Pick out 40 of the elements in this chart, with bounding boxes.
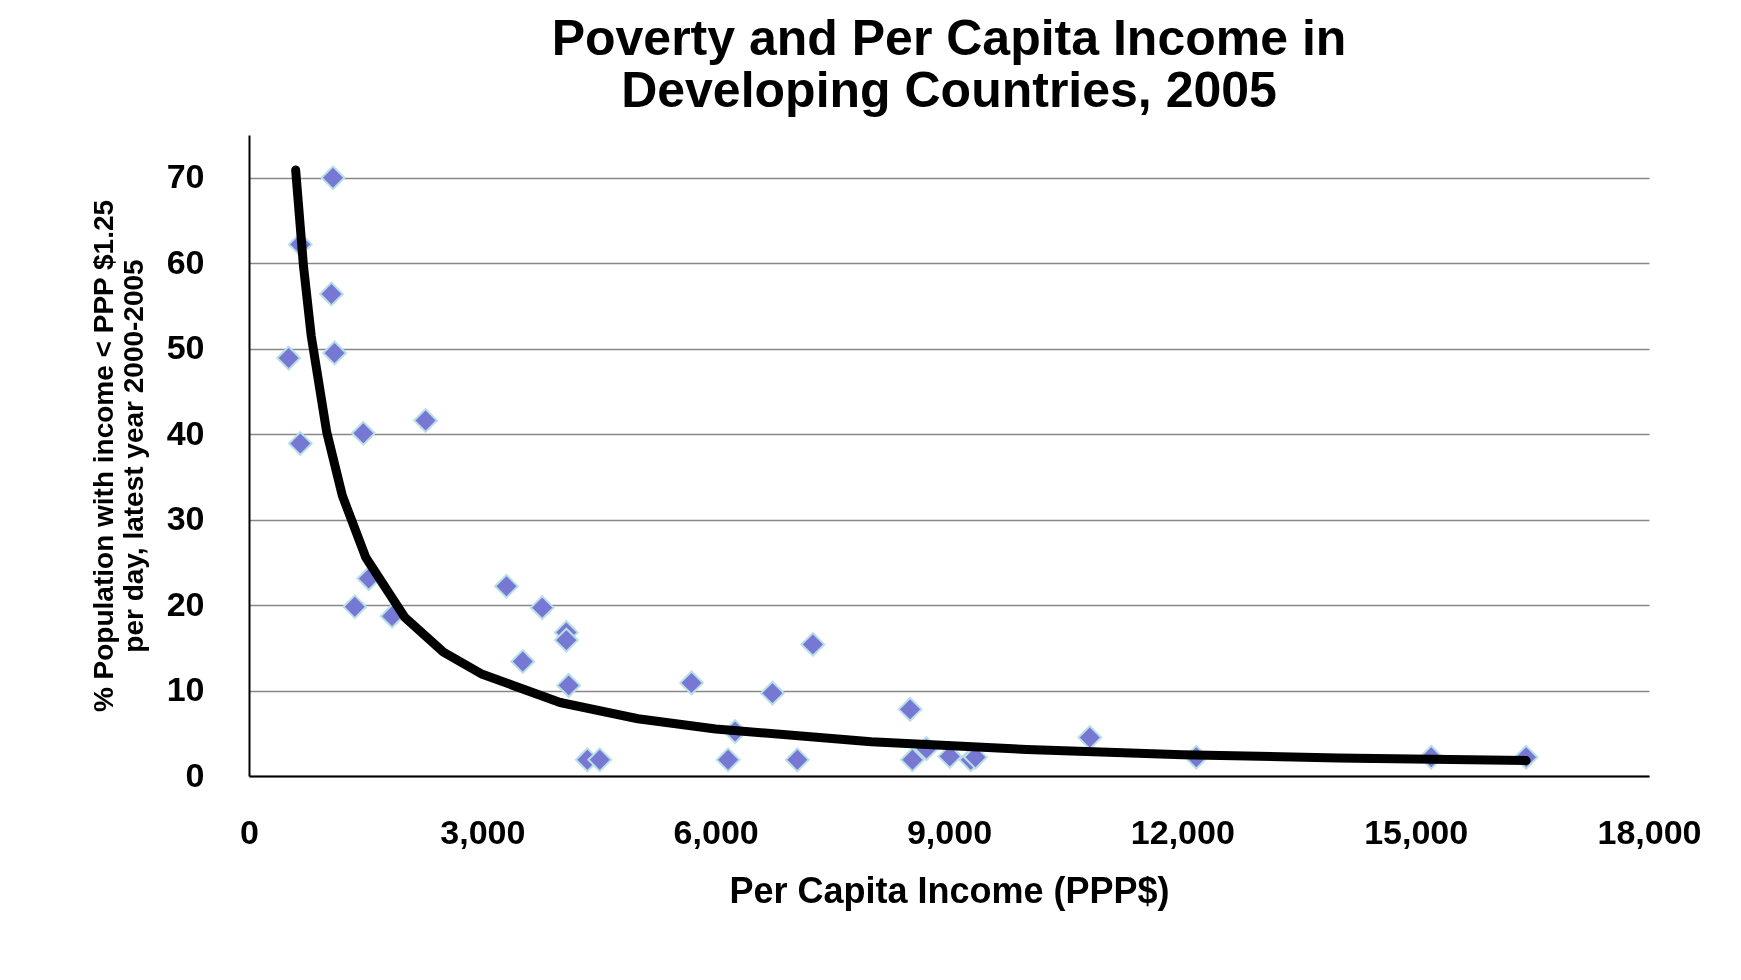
y-tick-label: 60: [166, 242, 205, 281]
point: [494, 573, 519, 599]
point: [784, 747, 810, 773]
x-tick-label: 15,000: [1364, 812, 1469, 851]
point: [553, 627, 579, 653]
point: [322, 340, 347, 366]
text: Poverty and Per Capita Income in: [551, 10, 1347, 66]
point: [679, 670, 704, 696]
point: [715, 747, 741, 773]
point: [276, 345, 302, 371]
point: [350, 420, 376, 446]
point: [900, 747, 925, 773]
y-tick-label: 20: [166, 584, 205, 623]
x-tick-label: 6,000: [673, 812, 759, 851]
y-tick-label: 70: [166, 157, 205, 196]
text: % Population with income < PPP $1.25: [87, 199, 119, 713]
point: [413, 408, 438, 433]
point: [320, 165, 346, 191]
x-axis-title: Per Capita Income (PPP$): [729, 869, 1170, 911]
point: [510, 649, 536, 674]
y-tick-label: 30: [166, 499, 205, 538]
point: [556, 673, 582, 698]
point: [287, 431, 313, 456]
y-tick-label: 10: [166, 670, 205, 709]
point: [529, 595, 555, 621]
y-tick-label: 50: [166, 328, 205, 367]
point: [897, 696, 923, 722]
x-tick-label: 0: [240, 812, 259, 851]
x-tick-label: 9,000: [906, 812, 993, 851]
point: [319, 281, 344, 307]
x-tick-label: 18,000: [1597, 812, 1702, 851]
y-tick-label: 40: [166, 413, 205, 452]
point: [800, 631, 826, 657]
point: [760, 680, 785, 706]
y-tick-label: 0: [185, 755, 205, 794]
point: [587, 747, 613, 773]
point: [342, 594, 368, 620]
x-tick-label: 3,000: [440, 812, 526, 851]
x-tick-label: 12,000: [1130, 812, 1235, 851]
point: [1077, 725, 1103, 750]
